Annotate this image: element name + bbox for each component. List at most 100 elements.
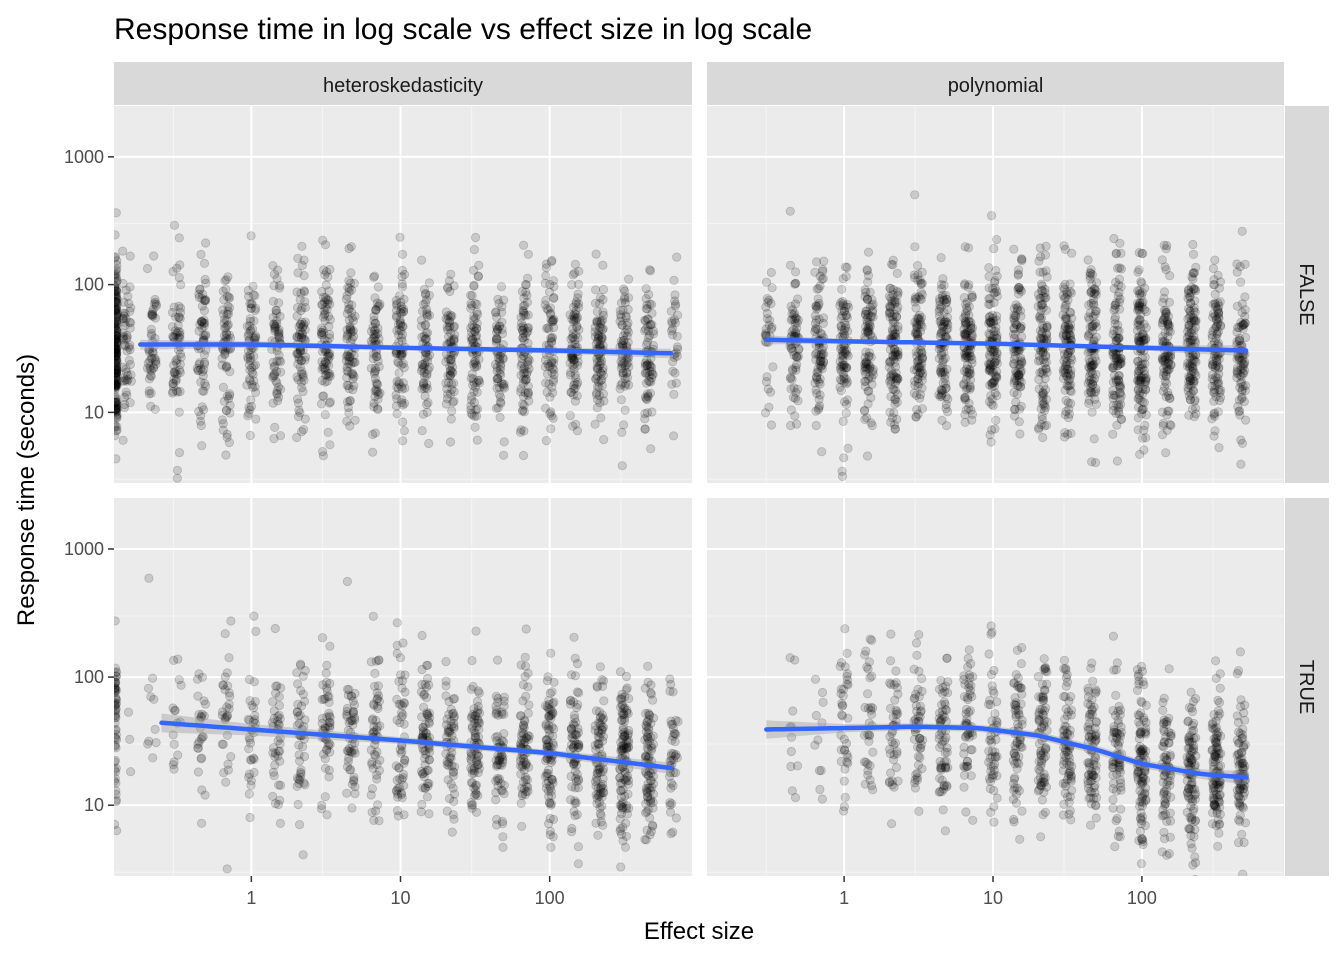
data-point <box>292 773 302 783</box>
data-point <box>595 789 605 799</box>
data-point <box>866 393 876 403</box>
data-point <box>1211 372 1221 382</box>
data-point <box>1090 284 1100 294</box>
data-point <box>446 358 456 368</box>
data-point <box>1061 293 1071 303</box>
data-point <box>247 363 257 373</box>
data-point <box>114 344 120 354</box>
data-point <box>1234 354 1244 364</box>
data-point <box>114 348 120 358</box>
data-point <box>495 365 505 375</box>
data-point <box>446 721 457 732</box>
data-point <box>293 268 303 278</box>
data-point <box>114 334 122 344</box>
data-point <box>397 249 408 259</box>
data-point <box>890 424 901 434</box>
data-point <box>916 279 926 289</box>
data-point <box>344 408 354 418</box>
data-point <box>641 324 651 334</box>
data-point <box>572 391 582 401</box>
data-point <box>114 343 122 353</box>
data-point <box>838 301 849 311</box>
data-point <box>548 832 558 842</box>
data-point <box>865 321 876 331</box>
data-point <box>648 803 658 813</box>
data-point <box>468 709 478 719</box>
data-point <box>572 426 583 436</box>
data-point <box>1066 387 1076 397</box>
data-point <box>473 271 483 282</box>
data-point <box>963 346 973 356</box>
data-point <box>566 367 576 377</box>
data-point <box>114 363 122 373</box>
data-point <box>785 420 796 431</box>
data-point <box>671 378 681 388</box>
data-point <box>615 814 625 824</box>
data-point <box>937 370 947 380</box>
data-point <box>837 325 847 335</box>
data-point <box>936 279 947 290</box>
data-point <box>345 395 355 406</box>
data-point <box>469 377 479 388</box>
data-point <box>517 789 528 799</box>
data-point <box>369 402 379 412</box>
data-point <box>446 753 456 764</box>
data-point <box>424 778 434 789</box>
data-point <box>565 370 576 380</box>
data-point <box>761 302 771 312</box>
data-point <box>494 321 504 332</box>
data-point <box>170 369 180 379</box>
data-point <box>648 326 659 336</box>
data-point <box>418 726 428 736</box>
data-point <box>570 378 580 388</box>
data-point <box>570 309 580 319</box>
data-point <box>960 318 970 328</box>
data-point <box>197 441 207 451</box>
data-point <box>1241 332 1251 343</box>
data-point <box>294 774 304 785</box>
data-point <box>985 299 995 309</box>
data-point <box>960 410 970 420</box>
data-point <box>349 775 359 785</box>
data-point <box>493 377 503 387</box>
data-point <box>1064 325 1074 335</box>
data-point <box>174 312 184 322</box>
data-point <box>449 767 459 777</box>
data-point <box>274 324 284 335</box>
data-point <box>399 269 410 280</box>
data-point <box>292 331 302 342</box>
data-point <box>640 424 650 434</box>
data-point <box>342 334 352 344</box>
data-point <box>864 386 874 396</box>
data-point <box>1065 374 1075 384</box>
data-point <box>1089 347 1099 357</box>
data-point <box>516 370 526 380</box>
data-point <box>865 361 875 371</box>
data-point <box>1112 456 1123 466</box>
data-point <box>114 767 121 777</box>
data-point <box>1060 324 1070 334</box>
data-point <box>860 363 870 373</box>
data-point <box>114 281 120 291</box>
data-point <box>1037 281 1047 291</box>
data-point <box>114 351 121 361</box>
data-point <box>983 359 994 369</box>
data-point <box>1016 382 1026 392</box>
data-point <box>222 864 232 874</box>
data-point <box>643 376 654 386</box>
data-point <box>422 369 432 379</box>
data-point <box>114 404 121 414</box>
data-point <box>148 347 158 358</box>
data-point <box>616 824 626 834</box>
data-point <box>1011 397 1021 407</box>
data-point <box>1141 433 1151 443</box>
data-point <box>570 383 580 393</box>
data-point <box>942 294 952 305</box>
data-point <box>342 325 352 335</box>
data-point <box>472 387 482 397</box>
data-point <box>491 755 501 765</box>
data-point <box>1115 394 1125 404</box>
data-point <box>392 376 402 387</box>
data-point <box>1110 300 1120 310</box>
data-point <box>1015 359 1025 369</box>
